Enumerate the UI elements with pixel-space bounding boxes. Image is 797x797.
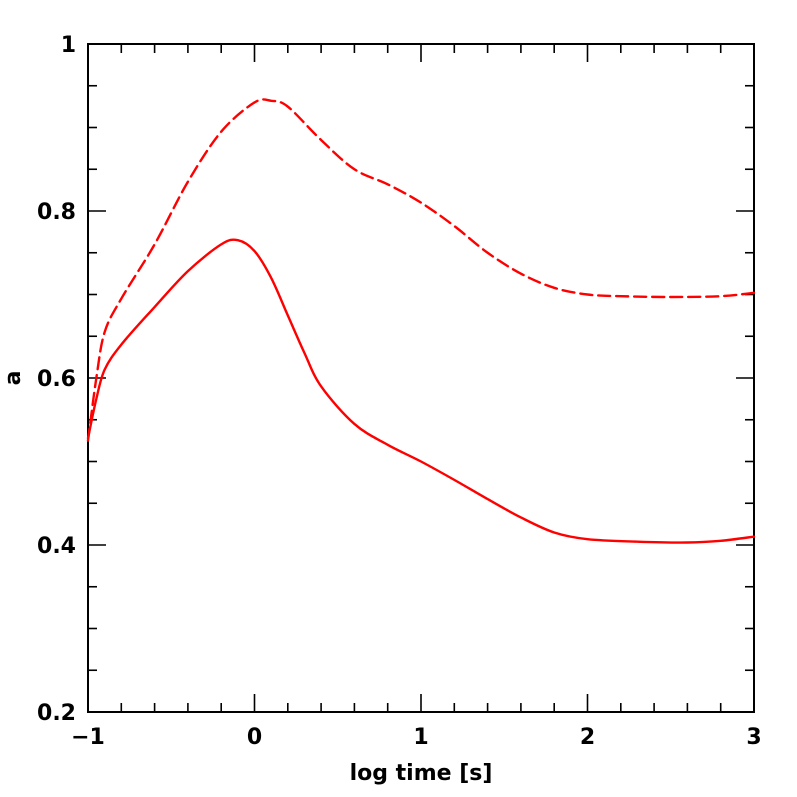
tick-labels: −1 0 1 2 3 0.2 0.4 0.6 0.8 1 <box>37 33 762 750</box>
x-tick-label: 2 <box>580 725 595 750</box>
y-tick-label: 0.2 <box>37 701 76 726</box>
plot-frame <box>87 43 755 713</box>
x-tick-label: 0 <box>247 725 262 750</box>
solid-series-line <box>86 238 756 544</box>
dashed-series-line <box>86 98 756 442</box>
y-tick-label: 0.8 <box>37 200 76 225</box>
x-tick-label: −1 <box>71 725 105 750</box>
y-axis-label: a <box>1 371 26 386</box>
axis-ticks <box>87 43 755 713</box>
y-tick-label: 0.4 <box>37 534 76 559</box>
y-tick-label: 0.6 <box>37 367 76 392</box>
x-tick-label: 3 <box>746 725 761 750</box>
x-tick-label: 1 <box>413 725 428 750</box>
x-axis-label: log time [s] <box>350 761 493 786</box>
y-tick-label: 1 <box>61 33 76 58</box>
series-layer <box>86 98 756 544</box>
